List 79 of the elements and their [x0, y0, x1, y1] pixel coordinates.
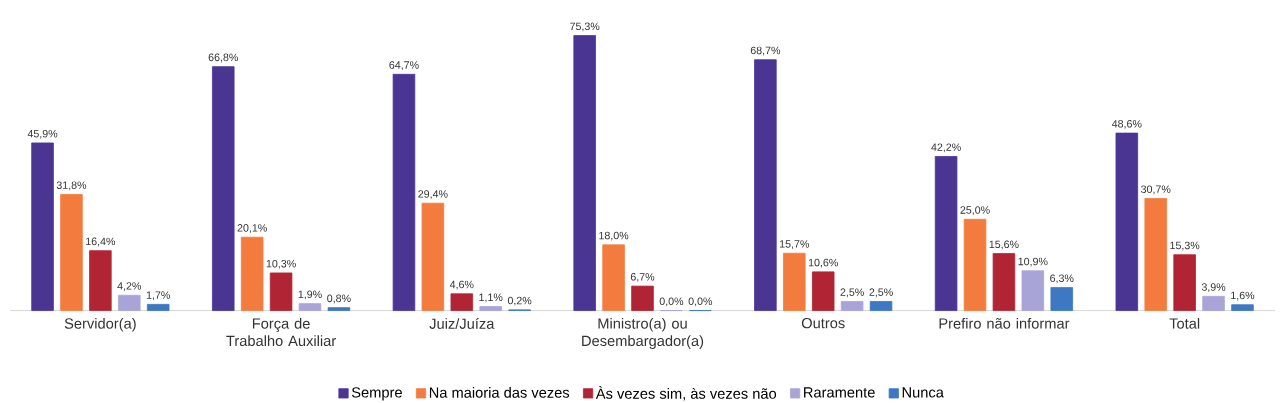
bar — [240, 237, 264, 312]
data-label: 31,8% — [56, 181, 87, 191]
data-label: 15,7% — [780, 240, 810, 250]
bar — [421, 203, 445, 312]
bar — [118, 295, 141, 312]
data-label: 42,2% — [931, 143, 961, 153]
x-tick-label: Força de Trabalho Auxiliar — [226, 318, 336, 347]
legend-label: Raramente — [804, 387, 875, 398]
data-label: 29,4% — [418, 190, 448, 200]
x-tick-label: Total — [1169, 318, 1200, 329]
bar — [573, 35, 596, 312]
x-tick-label: Ministro(a) ou Desembargador(a) — [582, 318, 704, 350]
bar — [327, 307, 351, 312]
x-tick-label: Servidor(a) — [64, 318, 136, 332]
data-label: 1,9% — [298, 290, 322, 300]
bar — [602, 244, 625, 312]
legend-label: Sempre — [351, 387, 402, 401]
legend-label: Às vezes sim, às vezes não — [595, 386, 777, 401]
bar — [60, 194, 83, 312]
bar — [992, 253, 1016, 312]
data-label: 15,3% — [1170, 241, 1200, 251]
bar — [869, 301, 893, 312]
data-label: 0,2% — [507, 296, 532, 306]
data-label: 16,4% — [86, 237, 116, 247]
bar — [212, 66, 235, 312]
bar — [146, 304, 170, 312]
bar — [1115, 132, 1139, 312]
data-label: 68,7% — [750, 46, 781, 56]
bar — [1021, 270, 1045, 312]
bar — [450, 293, 474, 312]
data-label: 1,7% — [146, 291, 170, 301]
bar — [934, 156, 958, 312]
data-label: 64,7% — [389, 61, 419, 71]
data-label: 6,7% — [630, 273, 655, 283]
bar — [1202, 296, 1225, 312]
bar — [963, 219, 987, 312]
bar — [269, 272, 293, 312]
data-label: 1,6% — [1231, 291, 1255, 301]
data-label: 66,8% — [208, 53, 238, 63]
data-label: 45,9% — [27, 130, 58, 139]
bar — [631, 285, 654, 312]
data-label: 10,9% — [1018, 257, 1048, 267]
data-label: 3,9% — [1201, 283, 1226, 293]
legend-label: Nunca — [902, 387, 944, 398]
bar — [31, 142, 54, 312]
data-label: 0,8% — [327, 294, 351, 304]
bar — [479, 306, 502, 312]
data-label: 1,1% — [479, 293, 503, 303]
data-label: 6,3% — [1050, 274, 1074, 284]
bar — [840, 301, 864, 312]
data-label: 18,0% — [599, 231, 629, 241]
bar — [783, 253, 806, 312]
bar — [1231, 304, 1254, 312]
data-label: 75,3% — [570, 22, 600, 32]
data-label: 20,1% — [237, 224, 267, 234]
data-label: 30,7% — [1141, 185, 1171, 195]
bar — [1173, 254, 1196, 312]
data-label: 10,3% — [266, 260, 296, 269]
data-label: 0,0% — [688, 297, 713, 307]
bar — [1144, 198, 1167, 312]
data-label: 25,0% — [960, 206, 990, 216]
bar — [811, 271, 835, 312]
bar — [89, 250, 112, 312]
bar — [298, 303, 322, 312]
x-tick-label: Juiz/Juíza — [429, 318, 495, 330]
bar — [754, 59, 777, 312]
x-tick-label: Prefiro não informar — [939, 318, 1070, 329]
bar — [392, 74, 416, 312]
data-label: 10,6% — [808, 259, 838, 268]
legend-label: Na maioria das vezes — [429, 387, 570, 399]
data-label: 2,5% — [840, 288, 864, 298]
bar — [1050, 287, 1073, 312]
data-label: 2,5% — [869, 288, 893, 298]
data-label: 4,6% — [449, 280, 474, 290]
data-label: 0,0% — [659, 297, 684, 307]
data-label: 48,6% — [1111, 120, 1142, 130]
x-tick-label: Outros — [801, 318, 845, 329]
data-label: 15,6% — [989, 240, 1019, 250]
data-label: 4,2% — [117, 282, 142, 292]
